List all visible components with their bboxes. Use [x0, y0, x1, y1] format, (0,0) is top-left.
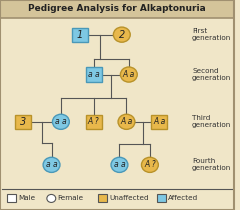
Text: Second
generation: Second generation: [192, 68, 231, 81]
Circle shape: [141, 157, 158, 172]
FancyBboxPatch shape: [98, 194, 107, 202]
Text: a a: a a: [88, 70, 100, 79]
Circle shape: [111, 157, 128, 172]
Circle shape: [53, 114, 69, 129]
Text: 2: 2: [119, 30, 125, 40]
FancyBboxPatch shape: [7, 194, 16, 202]
Text: a a: a a: [114, 160, 125, 169]
Text: A ?: A ?: [144, 160, 156, 169]
Text: A ?: A ?: [88, 117, 100, 126]
Circle shape: [47, 194, 56, 202]
Text: a a: a a: [46, 160, 57, 169]
Text: Fourth
generation: Fourth generation: [192, 158, 231, 171]
FancyBboxPatch shape: [86, 115, 102, 129]
Text: Third
generation: Third generation: [192, 115, 231, 128]
FancyBboxPatch shape: [157, 194, 166, 202]
Text: a a: a a: [55, 117, 67, 126]
FancyBboxPatch shape: [72, 28, 88, 42]
Text: 3: 3: [20, 117, 27, 127]
Text: 1: 1: [77, 30, 83, 40]
Text: First
generation: First generation: [192, 28, 231, 41]
Text: Male: Male: [18, 196, 35, 201]
FancyBboxPatch shape: [0, 0, 234, 18]
Circle shape: [120, 67, 137, 82]
FancyBboxPatch shape: [15, 115, 31, 129]
Text: A a: A a: [120, 117, 133, 126]
Text: A a: A a: [153, 117, 165, 126]
Text: Pedigree Analysis for Alkaptonuria: Pedigree Analysis for Alkaptonuria: [28, 4, 206, 13]
FancyBboxPatch shape: [151, 115, 167, 129]
Text: Affected: Affected: [168, 196, 198, 201]
Circle shape: [118, 114, 135, 129]
FancyBboxPatch shape: [86, 67, 102, 82]
Text: Female: Female: [58, 196, 84, 201]
Text: A a: A a: [123, 70, 135, 79]
Circle shape: [43, 157, 60, 172]
Text: Unaffected: Unaffected: [109, 196, 149, 201]
Circle shape: [113, 27, 130, 42]
